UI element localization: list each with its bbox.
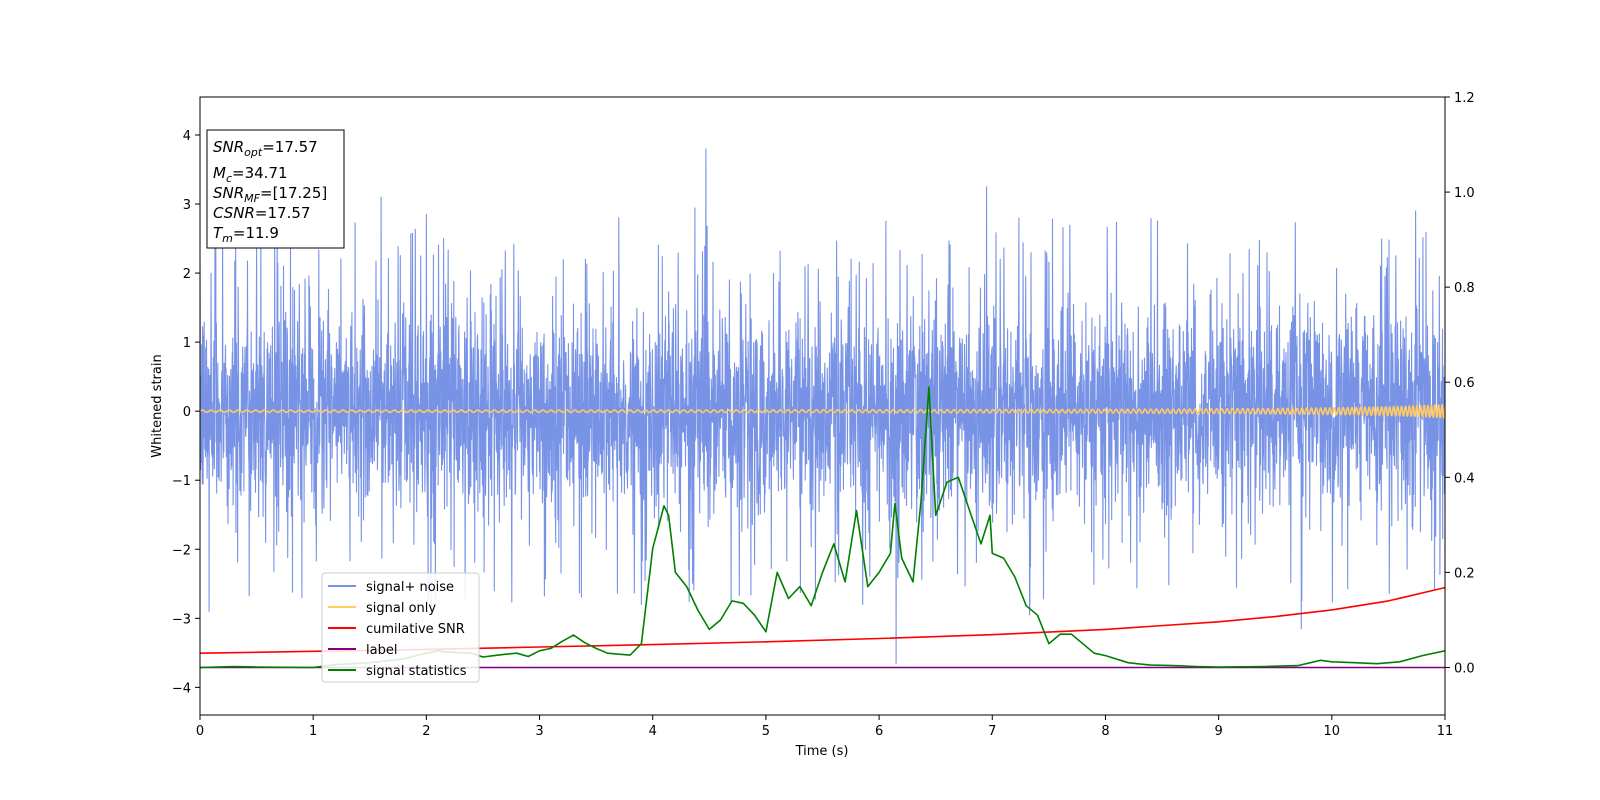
x-tick-label: 10 bbox=[1324, 724, 1341, 739]
series-line-signal-statistics bbox=[200, 386, 1445, 669]
legend: signal+ noise signal only cumilative SNR la… bbox=[321, 572, 480, 683]
info-box-line: CSNR=17.57 bbox=[213, 204, 310, 222]
y-tick-label: 2 bbox=[183, 267, 191, 282]
legend-label: signal statistics bbox=[366, 664, 467, 679]
series-line-signal-only bbox=[200, 403, 1445, 419]
info-box-line: Tm=11.9 bbox=[213, 224, 279, 245]
legend-label: label bbox=[366, 643, 397, 658]
x-tick-label: 1 bbox=[309, 724, 317, 739]
y-tick-label: 1 bbox=[183, 336, 191, 351]
legend-label: signal+ noise bbox=[366, 580, 454, 595]
y-tick-label: −3 bbox=[172, 612, 191, 627]
x-tick-label: 0 bbox=[196, 724, 204, 739]
y2-tick-label: 0.4 bbox=[1454, 471, 1475, 486]
x-tick-label: 9 bbox=[1214, 724, 1222, 739]
plot-frame bbox=[199, 96, 1446, 716]
y2-tick-label: 0.2 bbox=[1454, 566, 1475, 581]
y2-tick-label: 0.6 bbox=[1454, 376, 1475, 391]
info-box: SNRopt=17.57 Mc=34.71SNRMF=[17.25]CSNR=17… bbox=[206, 129, 345, 249]
x-tick-label: 11 bbox=[1437, 724, 1454, 739]
x-tick-label: 7 bbox=[988, 724, 996, 739]
legend-label: cumilative SNR bbox=[366, 622, 465, 637]
legend-label: signal only bbox=[366, 601, 436, 616]
x-tick-label: 3 bbox=[535, 724, 543, 739]
y-tick-label: 4 bbox=[183, 129, 191, 144]
x-tick-label: 6 bbox=[875, 724, 883, 739]
y-tick-label: 3 bbox=[183, 198, 191, 213]
y2-tick-label: 1.0 bbox=[1454, 186, 1475, 201]
y-tick-label: 0 bbox=[183, 405, 191, 420]
y-axis-label: Whitened strain bbox=[150, 354, 165, 457]
y-tick-label: −4 bbox=[172, 681, 191, 696]
series-line-signal-noise bbox=[200, 148, 1445, 664]
x-tick-label: 4 bbox=[649, 724, 657, 739]
x-axis-label: Time (s) bbox=[795, 744, 849, 759]
x-tick-label: 5 bbox=[762, 724, 770, 739]
y2-tick-label: 1.2 bbox=[1454, 91, 1475, 106]
legend-frame bbox=[321, 572, 480, 683]
y2-tick-label: 0.8 bbox=[1454, 281, 1475, 296]
y2-tick-label: 0.0 bbox=[1454, 661, 1475, 676]
ticks-layer: 0 1 2 3 4 5 6 7 8 9 10 11 −4 −3 −2 −1 0 1 2 3 4 0.0 0.2 0.4 0.6 0… bbox=[172, 91, 1475, 739]
info-box-line: SNRMF=[17.25] bbox=[213, 184, 327, 205]
y-tick-label: −2 bbox=[172, 543, 191, 558]
info-box-line: SNRopt=17.57 bbox=[213, 138, 318, 159]
info-box-line: Mc=34.71 bbox=[213, 164, 288, 185]
y-tick-label: −1 bbox=[172, 474, 191, 489]
info-box-frame bbox=[206, 129, 345, 249]
x-tick-label: 2 bbox=[422, 724, 430, 739]
x-tick-label: 8 bbox=[1101, 724, 1109, 739]
